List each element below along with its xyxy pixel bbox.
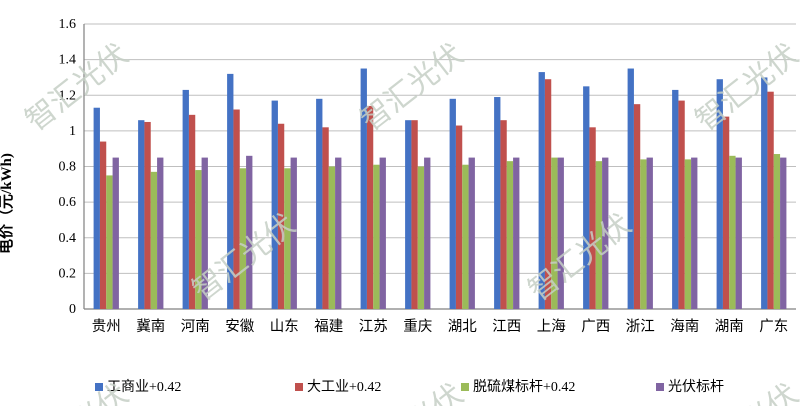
svg-text:0.4: 0.4 [59, 231, 77, 246]
svg-text:江西: 江西 [492, 318, 521, 335]
svg-text:福建: 福建 [314, 318, 343, 335]
svg-text:河南: 河南 [181, 318, 210, 335]
svg-text:重庆: 重庆 [403, 318, 432, 335]
svg-text:0.2: 0.2 [59, 266, 77, 281]
svg-text:1.2: 1.2 [59, 88, 77, 103]
svg-text:湖南: 湖南 [715, 318, 744, 335]
svg-text:1: 1 [69, 124, 76, 139]
svg-text:贵州: 贵州 [92, 318, 121, 335]
svg-text:0.6: 0.6 [59, 195, 77, 210]
svg-text:0: 0 [69, 302, 76, 317]
svg-text:0.8: 0.8 [59, 160, 77, 175]
svg-text:安徽: 安徽 [225, 318, 254, 335]
svg-text:广西: 广西 [581, 318, 610, 335]
svg-text:1.6: 1.6 [59, 17, 77, 32]
svg-text:浙江: 浙江 [626, 318, 655, 335]
svg-text:冀南: 冀南 [136, 318, 165, 335]
svg-text:山东: 山东 [270, 318, 299, 335]
svg-text:1.4: 1.4 [59, 53, 77, 68]
svg-text:江苏: 江苏 [359, 318, 388, 335]
svg-text:海南: 海南 [670, 318, 699, 335]
svg-text:广东: 广东 [759, 318, 788, 335]
svg-text:上海: 上海 [537, 318, 566, 335]
svg-text:湖北: 湖北 [448, 318, 477, 335]
